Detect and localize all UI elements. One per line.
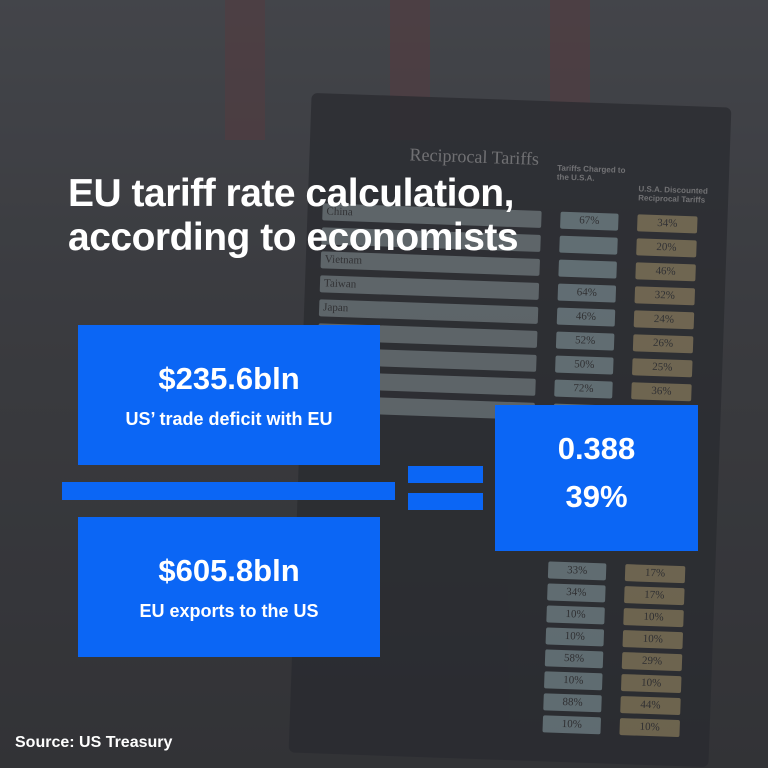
result-box: 0.388 39% [495, 405, 698, 551]
numerator-value: $235.6bln [158, 361, 300, 396]
denominator-box: $605.8bln EU exports to the US [78, 517, 380, 657]
denominator-value: $605.8bln [158, 553, 300, 588]
numerator-box: $235.6bln US’ trade deficit with EU [78, 325, 380, 465]
flag-stripe [225, 0, 265, 140]
denominator-label: EU exports to the US [139, 601, 319, 621]
result-percent: 39% [565, 479, 628, 514]
equals-sign [408, 493, 483, 510]
numerator-label: US’ trade deficit with EU [125, 409, 333, 429]
equals-sign [408, 466, 483, 483]
result-decimal: 0.388 [557, 431, 636, 466]
source: Source: US Treasury [15, 734, 173, 751]
fraction-bar [62, 482, 395, 500]
title: EU tariff rate calculation, according to… [68, 172, 519, 259]
